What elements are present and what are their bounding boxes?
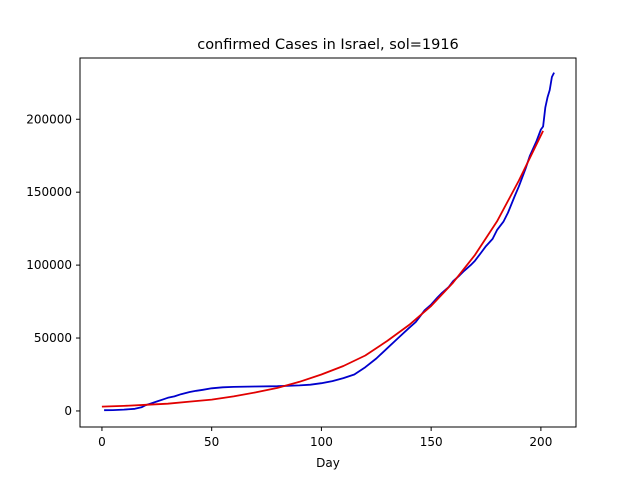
x-tick-label: 0	[98, 435, 106, 449]
series-line-2	[101, 130, 544, 408]
x-axis-label: Day	[316, 456, 340, 470]
y-tick-label: 0	[64, 404, 72, 418]
x-axis-ticks: 0 50 100 150 200	[98, 427, 552, 449]
y-tick-label: 50000	[34, 331, 72, 345]
x-tick-label: 50	[204, 435, 219, 449]
plot-frame	[79, 57, 577, 428]
y-tick-label: 150000	[26, 185, 72, 199]
y-axis-ticks: 0 50000 100000 150000 200000	[26, 112, 80, 418]
series-line-1	[104, 72, 555, 412]
series-layer	[101, 72, 555, 412]
y-tick-label: 100000	[26, 258, 72, 272]
x-tick-label: 200	[529, 435, 552, 449]
x-tick-label: 100	[310, 435, 333, 449]
y-tick-label: 200000	[26, 112, 72, 126]
chart-title: confirmed Cases in Israel, sol=1916	[197, 37, 459, 53]
x-tick-label: 150	[420, 435, 443, 449]
